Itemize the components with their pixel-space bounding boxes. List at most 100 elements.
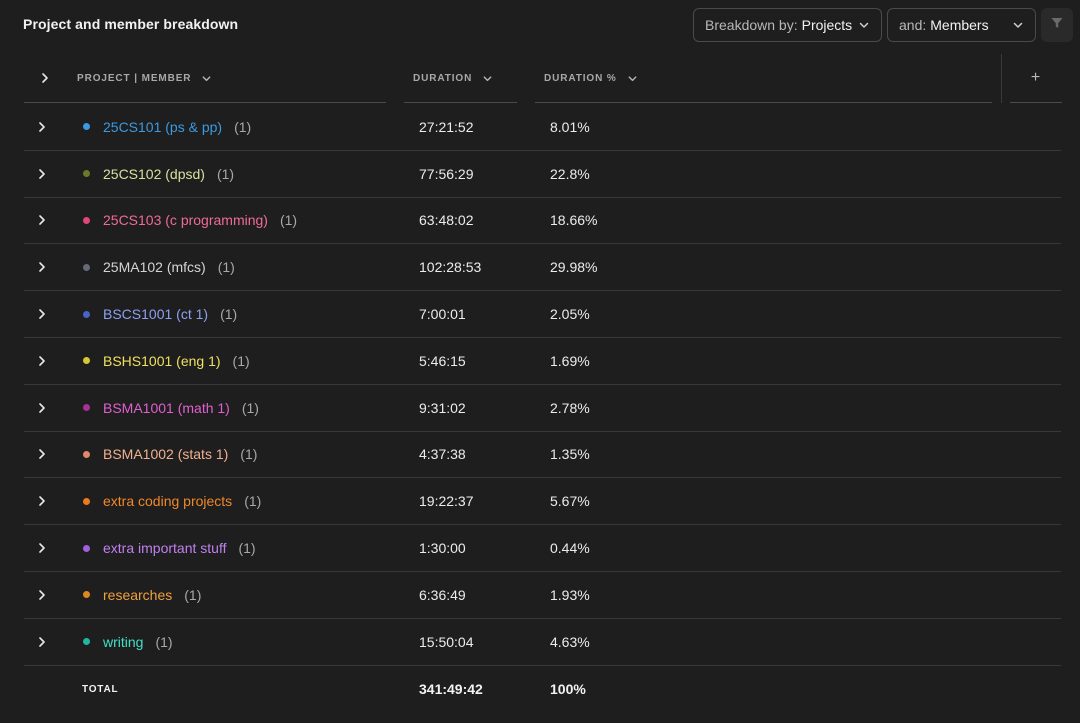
table-row[interactable]: BSMA1001 (math 1) (1) 9:31:02 2.78% (24, 385, 1061, 432)
member-count: (1) (220, 306, 238, 323)
and-by-value: Members (930, 17, 989, 33)
table-row[interactable]: 25CS102 (dpsd) (1) 77:56:29 22.8% (24, 151, 1061, 198)
duration-cell: 7:00:01 (419, 306, 466, 323)
project-name: BSHS1001 (eng 1) (103, 352, 221, 369)
add-column-button[interactable]: + (1010, 54, 1062, 103)
expand-row-toggle[interactable] (36, 338, 48, 384)
member-count: (1) (155, 633, 173, 650)
project-color-dot (83, 123, 90, 131)
duration-pct-cell: 0.44% (550, 540, 590, 557)
duration-cell: 5:46:15 (419, 352, 466, 369)
table-row[interactable]: researches (1) 6:36:49 1.93% (24, 572, 1061, 619)
total-duration-pct: 100% (550, 681, 586, 697)
total-label: TOTAL (82, 683, 119, 695)
table-row[interactable]: BSHS1001 (eng 1) (1) 5:46:15 1.69% (24, 338, 1061, 385)
table-body: 25CS101 (ps & pp) (1) 27:21:52 8.01% 25CS102… (24, 104, 1061, 666)
and-by-dropdown[interactable]: and: Members (887, 8, 1036, 42)
breakdown-by-prefix: Breakdown by: (705, 17, 798, 33)
duration-pct-cell: 29.98% (550, 259, 598, 276)
project-name: extra important stuff (103, 540, 227, 557)
column-header-project-member[interactable]: PROJECT | MEMBER (73, 54, 386, 103)
project-name: BSMA1002 (stats 1) (103, 446, 229, 463)
duration-pct-cell: 2.78% (550, 399, 590, 416)
member-count: (1) (217, 259, 235, 276)
project-name-cell: 25MA102 (mfcs) (1) (103, 259, 235, 275)
member-count: (1) (240, 446, 258, 463)
expand-row-toggle[interactable] (36, 572, 48, 618)
project-name-cell: extra coding projects (1) (103, 493, 261, 509)
column-divider (1001, 54, 1002, 103)
table-row[interactable]: extra important stuff (1) 1:30:00 0.44% (24, 525, 1061, 572)
expand-row-toggle[interactable] (36, 104, 48, 150)
chevron-down-icon (201, 73, 212, 84)
project-name-cell: researches (1) (103, 587, 201, 603)
duration-pct-cell: 1.35% (550, 446, 590, 463)
breakdown-by-dropdown[interactable]: Breakdown by: Projects (693, 8, 882, 42)
member-count: (1) (244, 493, 262, 510)
project-color-dot (83, 310, 90, 318)
and-by-prefix: and: (899, 17, 927, 33)
chevron-right-icon (39, 449, 45, 460)
expand-row-toggle[interactable] (36, 385, 48, 431)
filter-button[interactable] (1041, 8, 1073, 42)
project-color-dot (83, 216, 90, 224)
chevron-right-icon (41, 73, 48, 83)
project-color-dot (83, 404, 90, 412)
duration-pct-cell: 2.05% (550, 306, 590, 323)
table-row[interactable]: BSCS1001 (ct 1) (1) 7:00:01 2.05% (24, 291, 1061, 338)
table-row[interactable]: 25CS103 (c programming) (1) 63:48:02 18.66% (24, 198, 1061, 245)
table-row[interactable]: 25CS101 (ps & pp) (1) 27:21:52 8.01% (24, 104, 1061, 151)
duration-cell: 102:28:53 (419, 259, 482, 276)
duration-pct-cell: 8.01% (550, 118, 590, 135)
project-color-dot (83, 263, 90, 271)
table-header: PROJECT | MEMBER DURATION DURATION % + (0, 54, 1080, 104)
project-name-cell: BSMA1002 (stats 1) (1) (103, 446, 257, 462)
duration-cell: 9:31:02 (419, 399, 466, 416)
project-name: 25CS103 (c programming) (103, 212, 268, 229)
expand-row-toggle[interactable] (36, 244, 48, 290)
chevron-right-icon (39, 122, 45, 132)
member-count: (1) (279, 212, 298, 229)
total-duration: 341:49:42 (419, 681, 483, 697)
column-header-duration-pct[interactable]: DURATION % (535, 54, 992, 103)
member-count: (1) (238, 540, 256, 557)
project-name: writing (103, 633, 144, 650)
project-name-cell: writing (1) (103, 634, 173, 650)
total-row: TOTAL 341:49:42 100% (24, 665, 1061, 713)
expand-row-toggle[interactable] (36, 198, 48, 244)
chevron-down-icon (1012, 19, 1024, 31)
table-row[interactable]: extra coding projects (1) 19:22:37 5.67% (24, 478, 1061, 526)
expand-row-toggle[interactable] (36, 525, 48, 571)
chevron-right-icon (39, 262, 45, 273)
project-name: BSMA1001 (math 1) (103, 399, 230, 416)
column-header-duration[interactable]: DURATION (404, 54, 517, 103)
expand-row-toggle[interactable] (36, 478, 48, 524)
chevron-down-icon (627, 73, 638, 84)
expand-row-toggle[interactable] (36, 151, 48, 197)
chevron-down-icon (482, 73, 493, 84)
project-name: 25MA102 (mfcs) (103, 259, 206, 276)
table-row[interactable]: 25MA102 (mfcs) (1) 102:28:53 29.98% (24, 244, 1061, 292)
duration-cell: 19:22:37 (419, 493, 474, 510)
expand-row-toggle[interactable] (36, 432, 48, 478)
expand-row-toggle[interactable] (36, 291, 48, 337)
project-name-cell: BSMA1001 (math 1) (1) (103, 400, 259, 416)
project-color-dot (83, 450, 90, 458)
duration-pct-cell: 5.67% (550, 493, 590, 510)
duration-cell: 63:48:02 (419, 212, 474, 229)
table-row[interactable]: BSMA1002 (stats 1) (1) 4:37:38 1.35% (24, 432, 1061, 479)
chevron-right-icon (39, 543, 45, 553)
project-name: extra coding projects (103, 493, 233, 510)
project-name-cell: BSHS1001 (eng 1) (1) (103, 353, 250, 369)
expand-all-toggle[interactable] (24, 54, 73, 103)
project-color-dot (83, 638, 90, 646)
duration-pct-cell: 22.8% (550, 165, 590, 182)
chevron-right-icon (39, 309, 45, 319)
chevron-right-icon (39, 590, 45, 600)
duration-cell: 77:56:29 (419, 165, 474, 182)
expand-row-toggle[interactable] (36, 619, 48, 665)
member-count: (1) (234, 118, 252, 135)
table-row[interactable]: writing (1) 15:50:04 4.63% (24, 619, 1061, 666)
project-name-cell: 25CS103 (c programming) (1) (103, 212, 297, 228)
